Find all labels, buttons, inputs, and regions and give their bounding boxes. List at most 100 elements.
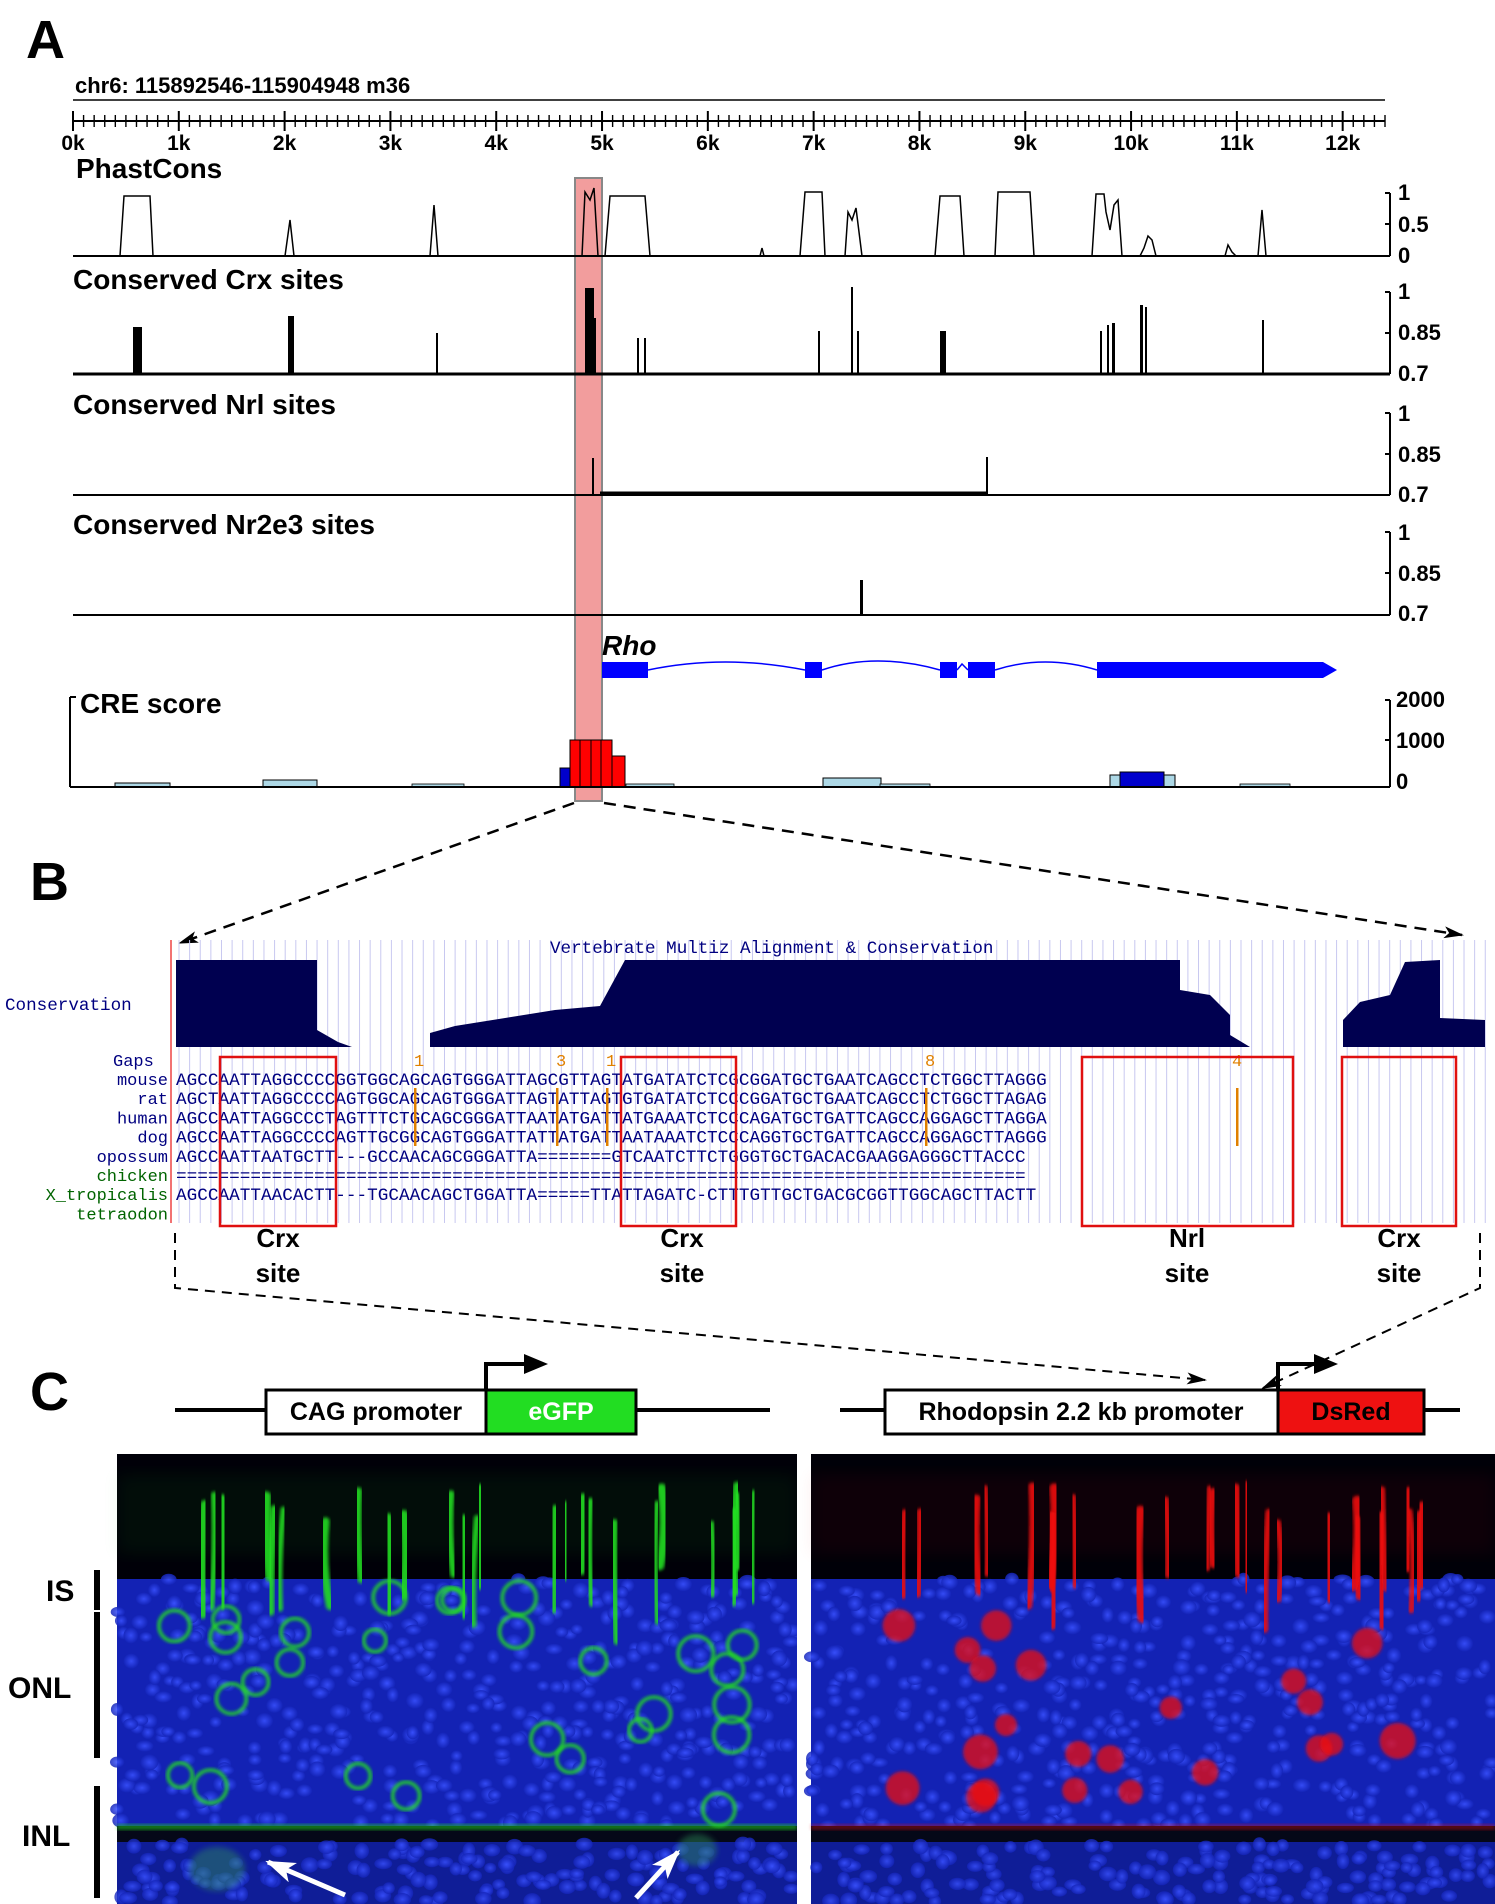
nucleus — [1479, 1766, 1495, 1781]
labeled-cell — [274, 1647, 305, 1678]
nucleus — [148, 1880, 163, 1892]
tss-arrow-right — [1276, 1362, 1320, 1390]
nucleus — [1131, 1883, 1146, 1899]
nucleus — [1212, 1788, 1231, 1800]
species-label-tetraodon: tetraodon — [76, 1206, 168, 1225]
nucleus — [1036, 1706, 1051, 1723]
labeled-cell — [344, 1761, 373, 1791]
nucleus — [828, 1849, 842, 1861]
nucleus — [596, 1882, 611, 1899]
nucleus — [1043, 1679, 1061, 1695]
nucleus — [423, 1707, 438, 1723]
nucleus — [1292, 1778, 1311, 1793]
nucleus — [752, 1663, 765, 1677]
nrl-track: Conserved Nrl sites 1 0.85 0.7 — [73, 389, 1441, 507]
inner-segment — [383, 1512, 395, 1616]
ruler-label: 10k — [1114, 132, 1149, 155]
nucleus — [674, 1729, 687, 1741]
nucleus — [1362, 1793, 1378, 1810]
nucleus — [1180, 1634, 1196, 1651]
nucleus — [1384, 1710, 1401, 1723]
nucleus — [1029, 1870, 1046, 1883]
micrograph-dsred-content — [803, 1474, 1495, 1904]
nucleus — [388, 1848, 401, 1860]
nucleus — [481, 1696, 495, 1711]
nucleus — [581, 1726, 594, 1738]
nr2e3-axis-1: 1 — [1398, 520, 1410, 545]
inner-segment — [1132, 1505, 1148, 1623]
nucleus — [155, 1839, 170, 1852]
nucleus — [421, 1719, 435, 1735]
construct-rho-dsred: Rhodopsin 2.2 kb promoter DsRed — [840, 1354, 1460, 1436]
exon-3 — [940, 662, 957, 678]
nucleus — [187, 1630, 202, 1643]
site-box-crx-3 — [1340, 1055, 1458, 1228]
nucleus — [1367, 1813, 1382, 1828]
nucleus — [1006, 1745, 1020, 1762]
nucleus — [989, 1878, 1005, 1892]
labeled-cell — [497, 1613, 535, 1650]
nucleus — [1427, 1765, 1441, 1777]
inner-segment — [474, 1483, 486, 1590]
nucleus — [644, 1661, 661, 1673]
labeled-cell — [211, 1604, 242, 1635]
nucleus — [1264, 1778, 1282, 1789]
nucleus — [880, 1842, 893, 1855]
nucleus — [422, 1780, 441, 1795]
nucleus — [123, 1653, 140, 1669]
nucleus — [627, 1872, 645, 1887]
nucleus — [523, 1782, 540, 1797]
nucleus — [392, 1811, 410, 1828]
nucleus — [1419, 1693, 1433, 1709]
nucleus — [1181, 1892, 1196, 1904]
nucleus — [878, 1886, 895, 1898]
nucleus — [1124, 1683, 1139, 1697]
nucleus — [1478, 1609, 1495, 1624]
nucleus — [1262, 1859, 1276, 1870]
nucleus — [534, 1879, 552, 1890]
nucleus — [1235, 1841, 1252, 1856]
nucleus — [1445, 1599, 1460, 1611]
nucleus — [1211, 1749, 1226, 1764]
nucleus — [1340, 1785, 1354, 1800]
nucleus — [422, 1874, 438, 1891]
nucleus — [731, 1771, 748, 1787]
nucleus — [277, 1787, 295, 1800]
nucleus — [1213, 1878, 1229, 1895]
nucleus — [382, 1764, 398, 1778]
nucleus — [1254, 1678, 1270, 1694]
nucleus — [778, 1621, 792, 1638]
nucleus — [679, 1707, 698, 1723]
labeled-cell — [1351, 1627, 1383, 1659]
synaptic-signal — [117, 1824, 797, 1830]
nucleus — [421, 1648, 437, 1661]
nucleus — [901, 1890, 917, 1904]
nucleus — [1349, 1870, 1367, 1884]
nucleus — [164, 1881, 180, 1893]
nucleus — [1337, 1688, 1354, 1702]
inner-segment — [1069, 1494, 1079, 1589]
nucleus — [1005, 1572, 1019, 1586]
nucleus — [936, 1663, 950, 1676]
nucleus — [1352, 1805, 1367, 1817]
nucleus — [1281, 1894, 1295, 1904]
track-title-crx: Conserved Crx sites — [73, 264, 344, 295]
nucleus — [757, 1581, 771, 1597]
nucleus — [1376, 1850, 1393, 1865]
crx-axis-1: 1 — [1398, 279, 1410, 304]
ruler-label: 6k — [696, 132, 720, 155]
nucleus — [405, 1624, 422, 1636]
inner-segment — [1413, 1510, 1425, 1602]
nucleus — [481, 1673, 497, 1687]
inner-segment — [1206, 1487, 1219, 1569]
site-label-crx-3: Crx — [1377, 1223, 1421, 1253]
nucleus — [509, 1660, 524, 1673]
ruler-label: 1k — [167, 132, 191, 155]
nucleus — [934, 1715, 947, 1728]
nucleus — [924, 1887, 940, 1899]
nucleus — [409, 1845, 425, 1859]
nucleus — [443, 1790, 460, 1802]
nucleus — [1231, 1599, 1246, 1611]
nucleus — [498, 1857, 515, 1872]
nucleus — [461, 1669, 477, 1681]
